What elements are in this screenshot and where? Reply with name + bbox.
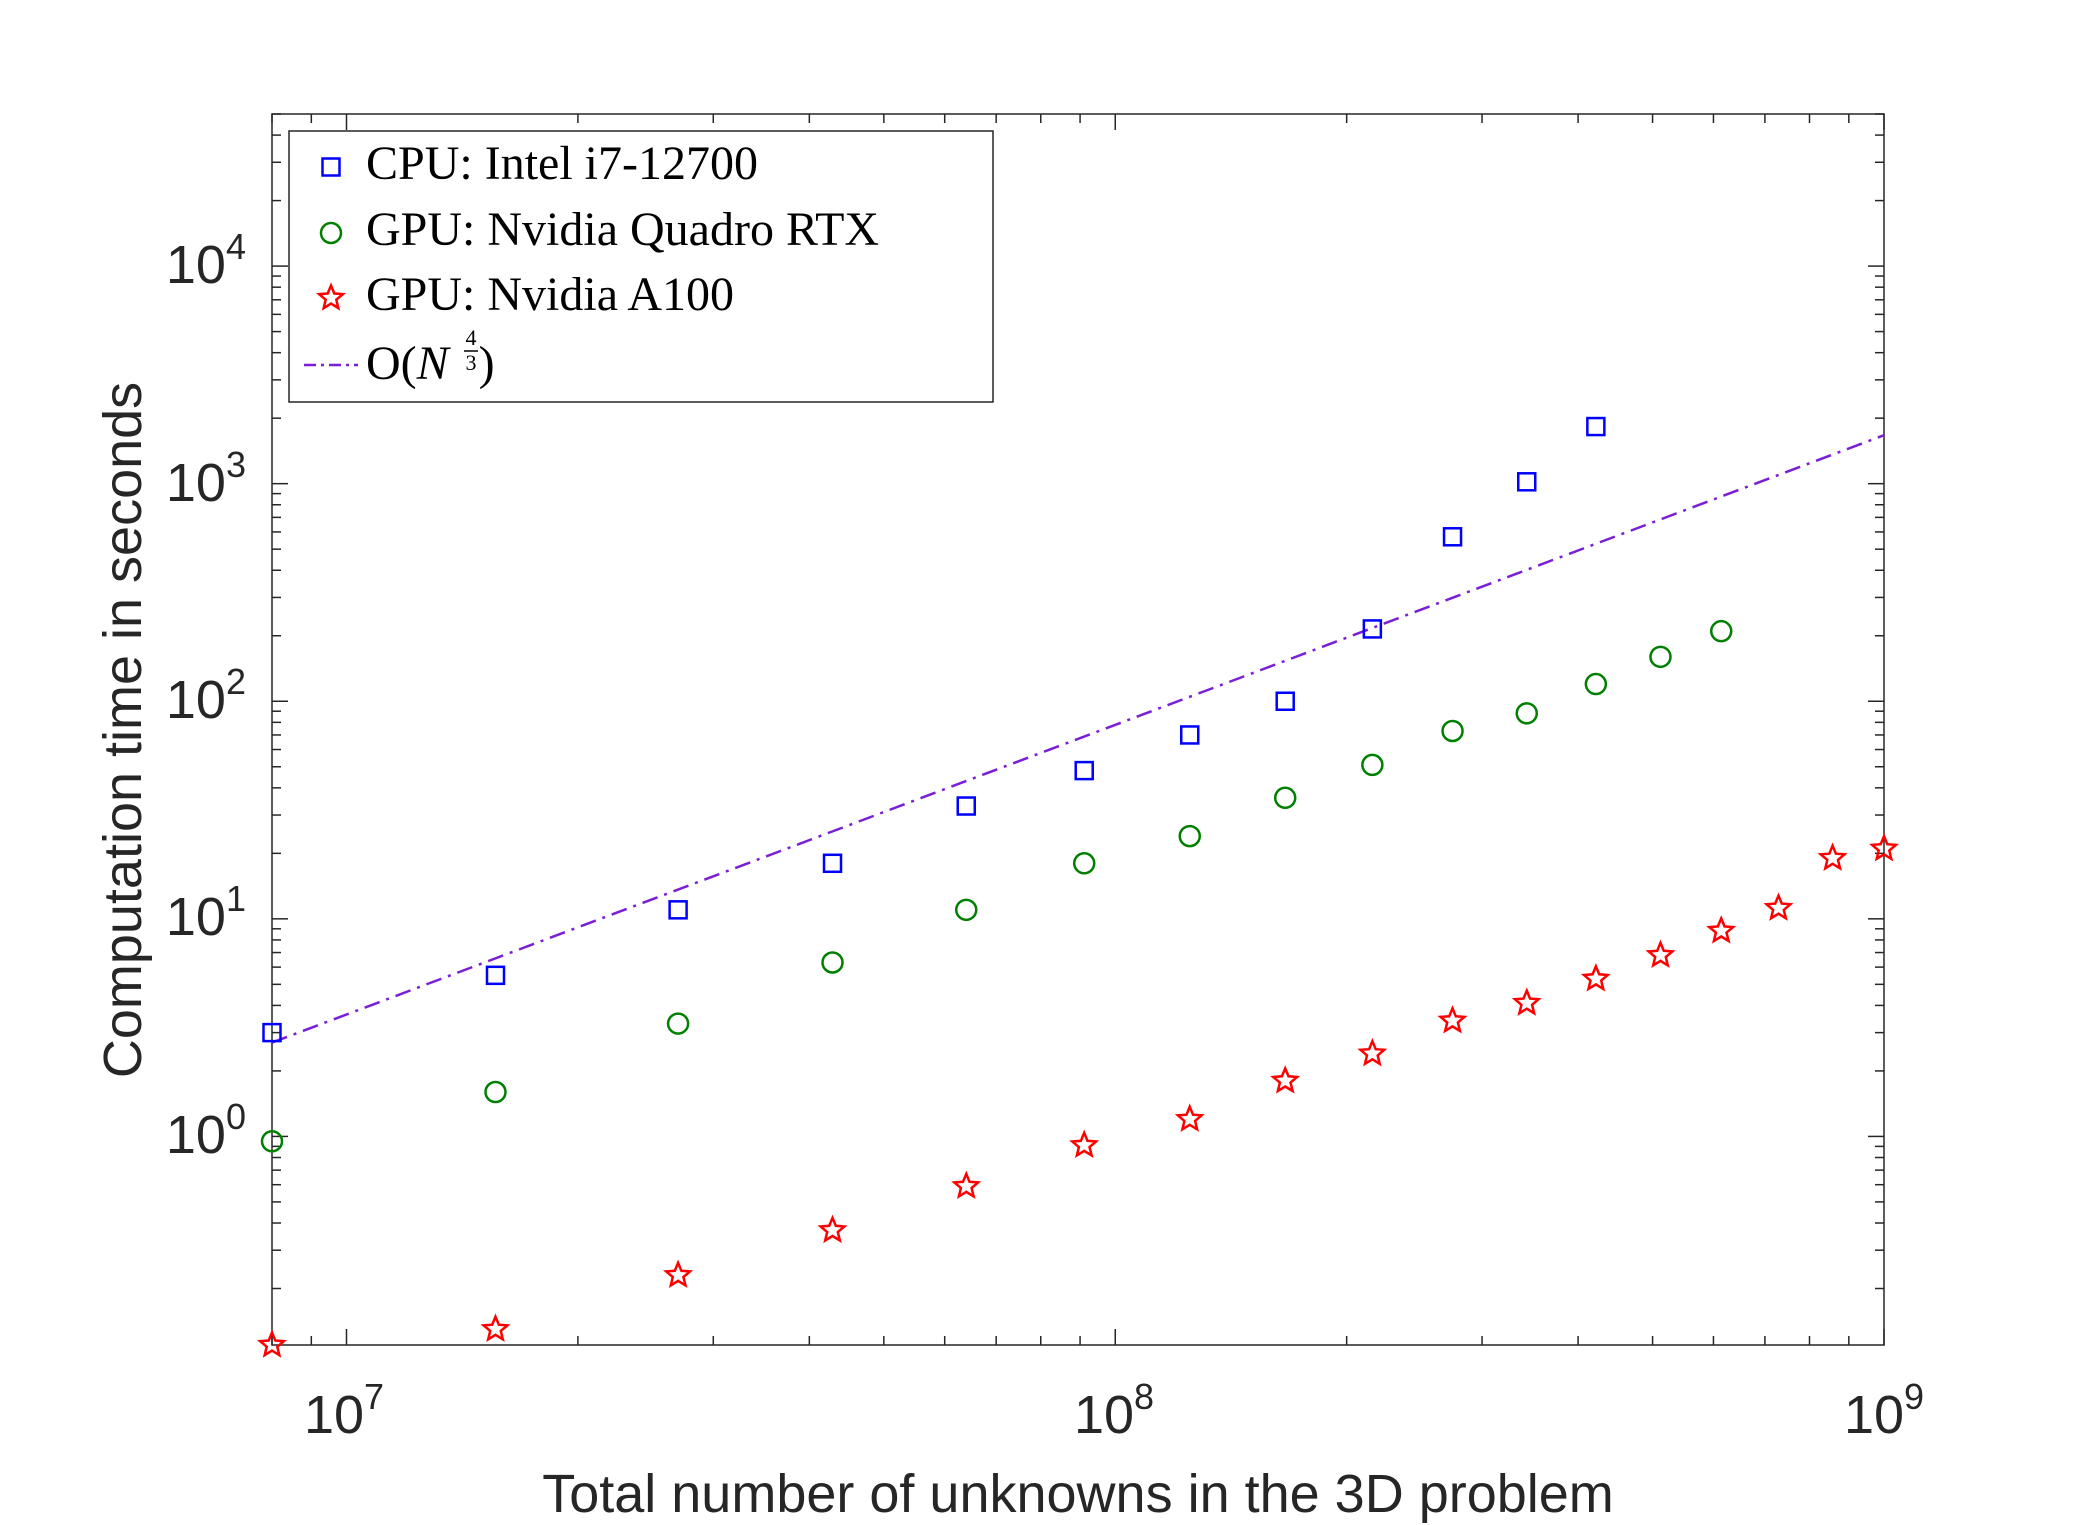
a100-marker <box>1357 1037 1388 1067</box>
a100-marker <box>663 1259 694 1289</box>
quadro-marker <box>821 951 844 974</box>
x-tick-base: 10 <box>1074 1385 1134 1445</box>
cpu-marker <box>1586 416 1606 437</box>
x-axis-title: Total number of unknowns in the 3D probl… <box>542 1464 1614 1524</box>
a100-marker <box>1511 987 1542 1016</box>
cpu-marker <box>1362 619 1383 639</box>
y-tick-exp: 2 <box>226 661 246 702</box>
y-tick-exp: 0 <box>226 1096 246 1137</box>
cpu-marker <box>1517 472 1537 492</box>
y-major-ticks <box>272 265 1884 1138</box>
x-tick-base: 10 <box>304 1385 364 1445</box>
a100-marker <box>1069 1129 1100 1159</box>
a100-marker <box>1645 939 1676 969</box>
cpu-marker <box>1074 760 1094 781</box>
cpu-marker <box>822 853 843 874</box>
a100-marker <box>1817 842 1848 871</box>
y-tick-label: 104 <box>166 226 246 295</box>
legend-ref-exp-den: 3 <box>466 350 477 375</box>
a100-marker <box>951 1170 982 1200</box>
legend-label-reference: O(N) <box>366 337 495 390</box>
plot-frame <box>271 113 1885 1346</box>
cpu-marker <box>668 900 688 920</box>
data-markers <box>256 416 1900 1358</box>
quadro-marker <box>1709 619 1733 643</box>
y-tick-labels: 100 101 102 103 104 <box>166 226 246 1165</box>
quadro-marker <box>666 1012 690 1035</box>
cpu-marker <box>1275 691 1295 712</box>
y-tick-label: 101 <box>166 878 246 947</box>
y-tick-base: 10 <box>166 887 226 947</box>
reference-line-n-four-thirds <box>271 434 1885 1044</box>
x-minor-ticks <box>271 114 1850 1345</box>
y-tick-base: 10 <box>166 670 226 730</box>
cpu-marker <box>956 796 977 816</box>
a100-marker <box>1763 892 1794 921</box>
quadro-marker <box>1649 645 1672 669</box>
legend-box <box>288 130 994 403</box>
legend-ref-exp-num: 4 <box>466 325 477 350</box>
y-tick-exp: 3 <box>226 444 246 485</box>
x-tick-exp: 8 <box>1134 1376 1154 1417</box>
x-tick-exp: 7 <box>364 1376 384 1417</box>
cpu-marker <box>1442 527 1463 547</box>
quadro-marker <box>1178 824 1201 848</box>
cpu-marker <box>262 1022 282 1043</box>
legend-swatch-a100 <box>315 282 347 311</box>
a100-marker <box>1270 1065 1301 1094</box>
quadro-marker <box>1515 702 1539 725</box>
y-tick-base: 10 <box>166 235 226 295</box>
x-tick-exp: 9 <box>1904 1376 1924 1417</box>
quadro-marker <box>1273 786 1297 810</box>
a100-marker <box>256 1329 288 1358</box>
cpu-marker <box>485 965 506 986</box>
a100-marker <box>1706 915 1737 944</box>
y-tick-base: 10 <box>166 453 226 513</box>
a100-marker <box>1174 1103 1205 1132</box>
y-minor-ticks <box>272 113 1884 1290</box>
legend-swatches <box>304 157 358 367</box>
y-tick-label: 100 <box>166 1096 246 1165</box>
a100-marker <box>1580 963 1611 992</box>
quadro-marker <box>484 1080 507 1104</box>
legend-label-a100: GPU: Nvidia A100 <box>366 268 734 321</box>
quadro-marker <box>955 898 978 922</box>
legend-ref-n: N <box>416 337 452 390</box>
x-tick-label: 108 <box>1074 1376 1154 1445</box>
legend-ref-close: ) <box>479 337 495 390</box>
quadro-marker <box>1584 672 1608 696</box>
legend-label-quadro: GPU: Nvidia Quadro RTX <box>366 203 879 256</box>
y-tick-exp: 4 <box>226 226 246 267</box>
a100-marker <box>817 1214 848 1244</box>
x-tick-base: 10 <box>1844 1385 1904 1445</box>
y-tick-label: 102 <box>166 661 246 730</box>
legend-label-cpu: CPU: Intel i7-12700 <box>366 137 758 190</box>
quadro-marker <box>1361 753 1384 777</box>
quadro-marker <box>1441 719 1464 743</box>
legend: CPU: Intel i7-12700 GPU: Nvidia Quadro R… <box>288 130 994 403</box>
x-tick-label: 107 <box>304 1376 384 1445</box>
legend-swatch-cpu <box>321 157 341 177</box>
quadro-marker <box>260 1130 284 1153</box>
x-tick-labels: 107 108 109 <box>304 1376 1924 1445</box>
y-tick-label: 103 <box>166 444 246 513</box>
a100-marker <box>1437 1005 1468 1034</box>
y-tick-exp: 1 <box>226 878 246 919</box>
y-tick-base: 10 <box>166 1105 226 1165</box>
legend-swatch-quadro <box>319 221 343 245</box>
x-tick-label: 109 <box>1844 1376 1924 1445</box>
a100-marker <box>480 1313 511 1342</box>
quadro-marker <box>1072 852 1096 875</box>
a100-marker <box>1868 832 1900 862</box>
y-axis-title: Computation time in seconds <box>93 382 153 1078</box>
cpu-marker <box>1179 725 1200 745</box>
legend-ref-open: O( <box>366 337 417 390</box>
